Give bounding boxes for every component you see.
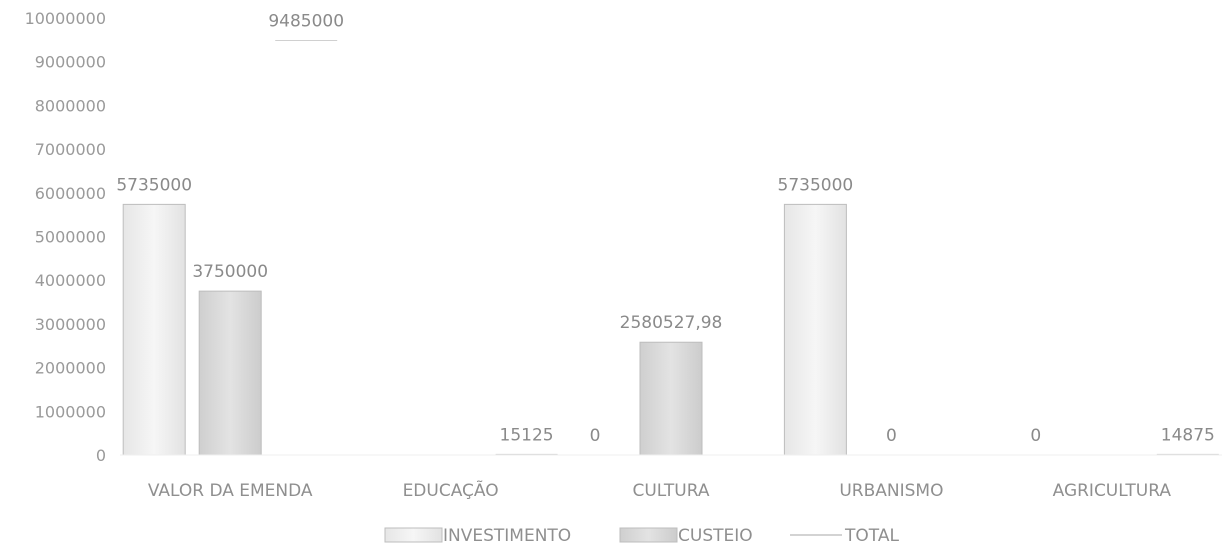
x-category-label: VALOR DA EMENDA [148, 481, 313, 501]
data-label: 5735000 [778, 175, 854, 195]
data-label: 14875 [1161, 425, 1215, 445]
x-category-label: EDUCAÇÃO [403, 479, 499, 501]
bar-investimento [122, 203, 186, 456]
data-label: 0 [1030, 426, 1041, 446]
legend-swatch [384, 527, 443, 543]
data-label: 9485000 [268, 12, 344, 32]
legend-item-investimento: INVESTIMENTO [384, 526, 571, 546]
legend-label: TOTAL [844, 526, 899, 546]
legend-label: CUSTEIO [678, 526, 753, 546]
x-category-label: URBANISMO [839, 481, 943, 501]
legend-item-custeio: CUSTEIO [619, 526, 753, 546]
y-tick-label: 9000000 [35, 53, 106, 72]
y-tick-label: 5000000 [35, 228, 106, 247]
legend-item-total: TOTAL [790, 526, 899, 546]
x-axis: VALOR DA EMENDA EDUCAÇÃO CULTURA URBANISMO A… [120, 454, 1222, 501]
y-tick-label: 7000000 [35, 140, 106, 159]
data-labels: 5735000 3750000 9485000 15125 0 2580527,98 573… [116, 12, 1215, 446]
y-tick-label: 6000000 [35, 184, 106, 203]
x-category-label: AGRICULTURA [1053, 481, 1172, 501]
bar-custeio [639, 341, 703, 456]
data-label: 2580527,98 [620, 313, 723, 333]
legend: INVESTIMENTO CUSTEIO TOTAL [384, 526, 899, 546]
y-tick-label: 4000000 [35, 271, 106, 290]
legend-swatch [619, 527, 678, 543]
bar-investimento [783, 203, 847, 456]
bar-custeio [198, 290, 262, 456]
y-tick-label: 3000000 [35, 315, 106, 334]
bars [122, 40, 1219, 456]
legend-label: INVESTIMENTO [443, 526, 571, 546]
data-label: 5735000 [116, 175, 192, 195]
data-label: 0 [886, 426, 897, 446]
data-label: 15125 [500, 425, 554, 445]
y-tick-label: 10000000 [25, 9, 106, 28]
y-tick-label: 1000000 [35, 402, 106, 421]
y-tick-label: 8000000 [35, 96, 106, 115]
data-label: 3750000 [192, 262, 268, 282]
data-label: 0 [590, 426, 601, 446]
y-tick-label: 0 [96, 446, 106, 465]
y-axis: 0 1000000 2000000 3000000 4000000 5000000 6000… [25, 9, 106, 465]
x-category-label: CULTURA [632, 481, 709, 501]
y-tick-label: 2000000 [35, 359, 106, 378]
